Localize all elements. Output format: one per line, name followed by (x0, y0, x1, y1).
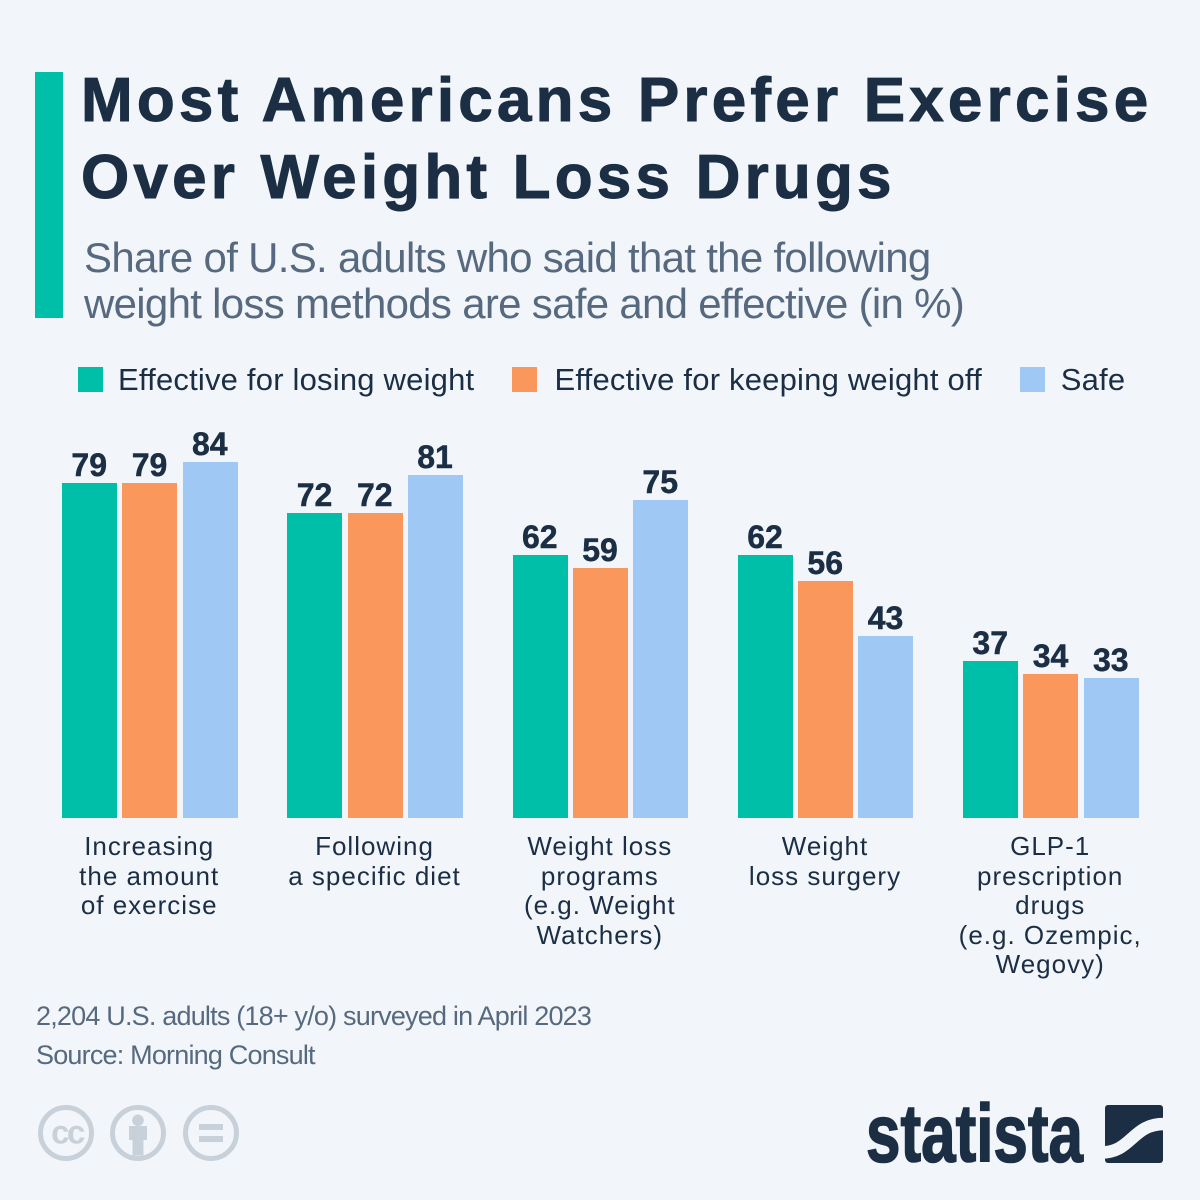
svg-text:cc: cc (51, 1114, 85, 1151)
svg-text:statista: statista (866, 1095, 1084, 1170)
